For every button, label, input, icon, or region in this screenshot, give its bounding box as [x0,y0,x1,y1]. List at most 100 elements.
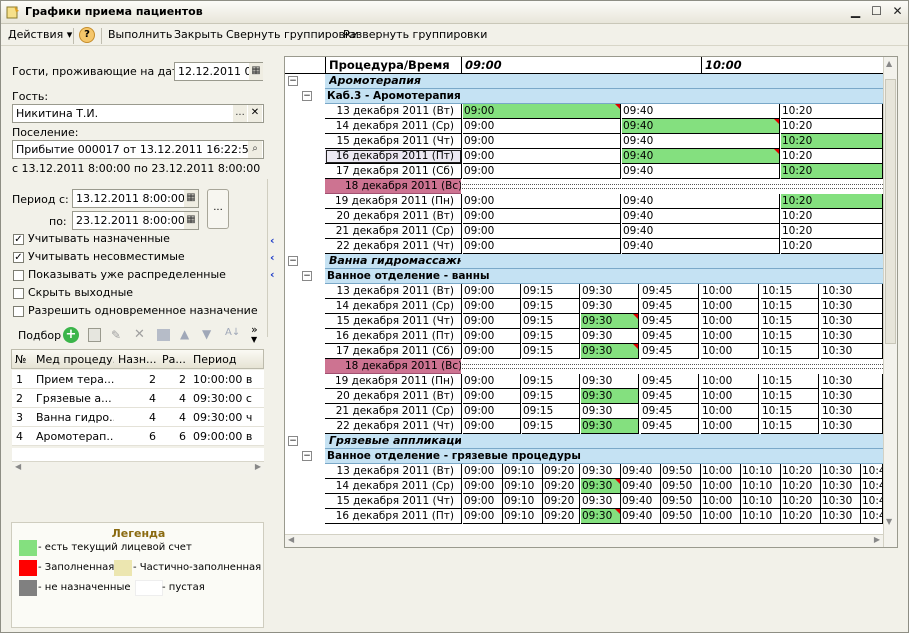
time-slot[interactable]: 09:45 [641,404,699,419]
expand-groups-button[interactable]: Развернуть группировки [343,28,488,41]
time-slot[interactable]: 09:40 [622,194,780,209]
day-cell[interactable] [325,419,462,434]
time-slot[interactable]: 09:30 [581,419,639,434]
time-slot[interactable]: 09:40 [622,239,780,254]
day-row[interactable]: 13 декабря 2011 (Вт) 09:00 09:10 09:20 09:30… [285,464,897,479]
collapse-icon[interactable]: − [288,256,298,266]
time-slot[interactable]: 10:15 [761,374,819,389]
day-row[interactable]: 20 декабря 2011 (Вт) 09:00 09:40 10:20 [285,209,897,224]
period-select-button[interactable]: ... [207,189,229,229]
time-slot[interactable]: 10:20 [781,164,883,179]
day-cell[interactable] [325,119,462,134]
collapse-icon[interactable]: − [288,436,298,446]
time-slot[interactable]: 09:15 [522,374,580,389]
day-cell[interactable] [325,344,462,359]
time-slot[interactable]: 10:20 [781,104,883,119]
sort-icon[interactable]: A↓ [225,327,241,338]
time-slot[interactable]: 10:20 [781,119,883,134]
time-slot[interactable]: 10:30 [821,509,861,524]
table-row[interactable]: 3 Ванна гидро... 4 4 09:30:00 ч [12,408,264,427]
time-slot[interactable]: 09:00 [463,464,503,479]
scroll-left-icon[interactable]: ◀ [15,462,22,471]
collapse-panel-icon[interactable]: ‹ [270,234,275,247]
time-slot[interactable]: 09:40 [622,119,780,134]
day-cell[interactable] [325,374,462,389]
time-slot[interactable]: 10:15 [761,344,819,359]
time-slot[interactable]: 09:00 [463,104,621,119]
time-slot[interactable]: 09:00 [463,404,521,419]
day-row[interactable]: 13 декабря 2011 (Вт) 09:00 09:15 09:30 09:45… [285,284,897,299]
day-row[interactable]: 14 декабря 2011 (Ср) 09:00 09:10 09:20 09:30… [285,479,897,494]
time-slot[interactable]: 10:00 [701,404,759,419]
time-slot[interactable]: 09:10 [503,494,543,509]
time-slot[interactable]: 10:15 [761,404,819,419]
time-slot[interactable]: 09:00 [463,209,621,224]
day-row[interactable]: 21 декабря 2011 (Ср) 09:00 09:15 09:30 09:45… [285,404,897,419]
time-slot[interactable]: 09:30 [581,374,639,389]
clear-icon[interactable]: ✕ [248,105,262,122]
day-cell[interactable] [325,479,462,494]
day-row[interactable]: 22 декабря 2011 (Чт) 09:00 09:40 10:20 [285,239,897,254]
time-slot[interactable]: 09:15 [522,389,580,404]
day-cell[interactable] [325,164,462,179]
time-slot[interactable]: 09:30 [581,284,639,299]
time-slot[interactable]: 09:45 [641,314,699,329]
calendar-icon[interactable]: ▦ [184,190,198,207]
period-to-field[interactable]: 23.12.2011 8:00:00 [72,211,199,230]
time-slot[interactable]: 10:30 [821,479,861,494]
time-slot[interactable]: 09:45 [641,329,699,344]
chevron-down-icon[interactable]: ▼ [251,335,258,344]
time-slot[interactable]: 09:30 [581,464,621,479]
group-row[interactable]: − Грязевые аппликации [285,434,897,449]
time-slot[interactable]: 10:4 [861,494,883,509]
time-slot[interactable]: 10:00 [701,284,759,299]
time-slot[interactable]: 10:30 [821,494,861,509]
day-row[interactable]: 19 декабря 2011 (Пн) 09:00 09:40 10:20 [285,194,897,209]
time-slot[interactable]: 10:15 [761,389,819,404]
time-slot[interactable]: 09:40 [621,494,661,509]
maximize-button[interactable]: ☐ [871,4,882,18]
group-row[interactable]: − Ванна гидромассажная [285,254,897,269]
time-slot[interactable]: 10:20 [781,509,821,524]
time-slot[interactable]: 10:20 [781,194,883,209]
day-cell[interactable] [325,224,462,239]
time-slot[interactable]: 09:00 [463,374,521,389]
time-slot[interactable]: 10:20 [781,224,883,239]
time-slot[interactable]: 09:40 [622,149,780,164]
time-slot[interactable]: 09:00 [463,164,621,179]
time-slot[interactable]: 10:30 [821,374,883,389]
day-cell[interactable] [325,149,462,164]
time-slot[interactable]: 09:00 [463,134,621,149]
scroll-left-icon[interactable]: ◀ [288,535,295,544]
day-cell[interactable] [325,134,462,149]
time-slot[interactable]: 09:10 [503,479,543,494]
checkbox[interactable] [13,306,24,317]
day-cell[interactable] [325,389,462,404]
time-slot[interactable]: 09:20 [543,479,580,494]
day-row[interactable]: 21 декабря 2011 (Ср) 09:00 09:40 10:20 [285,224,897,239]
time-slot[interactable]: 10:15 [761,329,819,344]
time-slot[interactable]: 09:00 [463,224,621,239]
splitter[interactable] [267,179,280,337]
collapse-icon[interactable]: − [302,91,312,101]
time-slot[interactable]: 09:15 [522,284,580,299]
time-slot[interactable]: 10:30 [821,344,883,359]
horizontal-scrollbar[interactable]: ◀ ▶ [12,461,264,474]
collapse-icon[interactable]: − [302,271,312,281]
day-row[interactable]: 17 декабря 2011 (Сб) 09:00 09:40 10:20 [285,164,897,179]
time-slot[interactable]: 09:30 [581,389,639,404]
time-slot[interactable]: 09:40 [622,134,780,149]
day-row[interactable]: 16 декабря 2011 (Пт) 09:00 09:15 09:30 09:45… [285,329,897,344]
day-cell[interactable] [325,509,462,524]
collapse-panel-icon[interactable]: ‹ [270,251,275,264]
time-slot[interactable]: 09:15 [522,329,580,344]
time-slot[interactable]: 09:30 [581,404,639,419]
group-row[interactable]: − Аромотерапия [285,74,897,89]
time-slot[interactable]: 10:20 [781,149,883,164]
guest-field[interactable]: Никитина Т.И. [12,104,264,123]
day-cell[interactable] [325,464,462,479]
col-distributed[interactable]: Ра... [162,353,186,366]
time-slot[interactable]: 09:15 [522,419,580,434]
collapse-groups-button[interactable]: Свернуть группировки [226,28,359,41]
checkbox-label[interactable]: Показывать уже распределенные [28,268,226,281]
